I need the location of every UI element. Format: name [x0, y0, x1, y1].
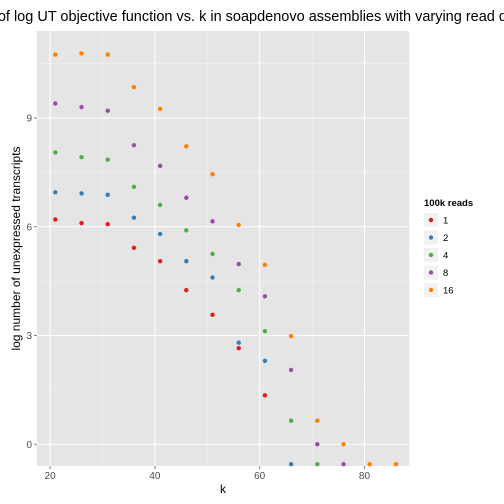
chart-title: Plot of log UT objective function vs. k … — [0, 9, 504, 25]
data-point-series-4 — [184, 228, 189, 233]
data-point-series-16 — [288, 334, 294, 339]
data-point-series-2 — [288, 461, 294, 467]
legend-title: 100k reads — [424, 198, 473, 209]
y-tick-label: 0 — [26, 440, 32, 451]
data-point-series-1 — [79, 220, 84, 226]
data-point-series-16 — [393, 461, 399, 467]
x-tick-label: 80 — [359, 471, 371, 482]
data-point-series-1 — [210, 312, 215, 318]
data-point-series-8 — [262, 294, 268, 299]
data-point-series-2 — [157, 231, 163, 237]
legend-key-2 — [428, 235, 434, 240]
data-point-series-4 — [315, 461, 320, 467]
data-point-series-8 — [288, 367, 294, 373]
data-point-series-2 — [236, 340, 241, 345]
data-point-series-2 — [105, 192, 110, 198]
data-points — [53, 51, 399, 467]
data-point-series-4 — [288, 418, 294, 423]
legend-key-1 — [428, 217, 434, 223]
data-point-series-2 — [131, 215, 137, 220]
data-point-series-8 — [79, 104, 84, 110]
data-point-series-8 — [131, 142, 137, 148]
data-point-series-1 — [105, 222, 110, 227]
data-point-series-2 — [262, 358, 268, 364]
x-tick-label: 20 — [45, 471, 57, 482]
data-point-series-2 — [79, 191, 84, 196]
data-point-series-2 — [210, 275, 215, 280]
data-point-series-16 — [262, 262, 268, 268]
data-point-series-8 — [184, 195, 189, 200]
legend-label-16: 16 — [443, 286, 454, 297]
data-point-series-1 — [184, 287, 189, 293]
data-point-series-8 — [157, 163, 163, 169]
plot-panel — [37, 31, 409, 466]
data-point-series-4 — [210, 251, 215, 257]
grid-minor — [37, 31, 409, 466]
data-point-series-16 — [315, 418, 320, 423]
data-point-series-1 — [131, 245, 137, 250]
data-point-series-16 — [236, 222, 241, 228]
data-point-series-8 — [341, 461, 346, 467]
x-tick-label: 60 — [254, 471, 266, 482]
data-point-series-16 — [367, 461, 372, 467]
legend-key-8 — [428, 270, 434, 275]
data-point-series-1 — [262, 393, 268, 398]
data-point-series-8 — [53, 101, 58, 106]
legend-key-16 — [428, 287, 434, 293]
y-tick-label: 3 — [26, 331, 32, 342]
data-point-series-4 — [157, 202, 163, 208]
data-point-series-1 — [236, 345, 241, 351]
data-point-series-16 — [53, 52, 58, 57]
x-axis-title: k — [220, 482, 227, 496]
data-point-series-16 — [79, 51, 84, 56]
data-point-series-16 — [157, 106, 163, 112]
data-point-series-1 — [53, 217, 58, 222]
data-point-series-4 — [131, 184, 137, 190]
y-tick-label: 9 — [26, 114, 32, 125]
legend-label-8: 8 — [443, 268, 448, 279]
data-point-series-8 — [315, 442, 320, 447]
grid-major — [37, 31, 409, 466]
y-axis-title: log number of unexpressed transcripts — [9, 146, 23, 350]
data-point-series-2 — [53, 190, 58, 195]
data-point-series-16 — [210, 171, 215, 177]
data-point-series-2 — [184, 258, 189, 264]
data-point-series-16 — [341, 442, 346, 447]
x-tick-label: 40 — [149, 471, 161, 482]
data-point-series-4 — [236, 287, 241, 293]
legend-label-4: 4 — [443, 251, 448, 262]
y-tick-label: 6 — [26, 222, 32, 233]
data-point-series-4 — [53, 150, 58, 155]
x-axis: 20 40 60 80 — [45, 466, 371, 482]
data-point-series-16 — [131, 84, 137, 90]
data-point-series-4 — [79, 154, 84, 160]
legend-label-2: 2 — [443, 233, 448, 244]
data-point-series-8 — [105, 108, 110, 113]
y-axis: 0 3 6 9 — [26, 114, 37, 451]
data-point-series-8 — [210, 219, 215, 224]
legend-label-1: 1 — [443, 216, 448, 227]
legend-key-4 — [428, 252, 434, 258]
data-point-series-4 — [105, 157, 110, 162]
legend: 100k reads 1 2 4 8 16 — [424, 198, 473, 297]
data-point-series-8 — [236, 261, 241, 267]
data-point-series-16 — [184, 144, 189, 149]
data-point-series-16 — [105, 52, 110, 57]
data-point-series-1 — [157, 258, 163, 264]
data-point-series-4 — [262, 328, 268, 334]
